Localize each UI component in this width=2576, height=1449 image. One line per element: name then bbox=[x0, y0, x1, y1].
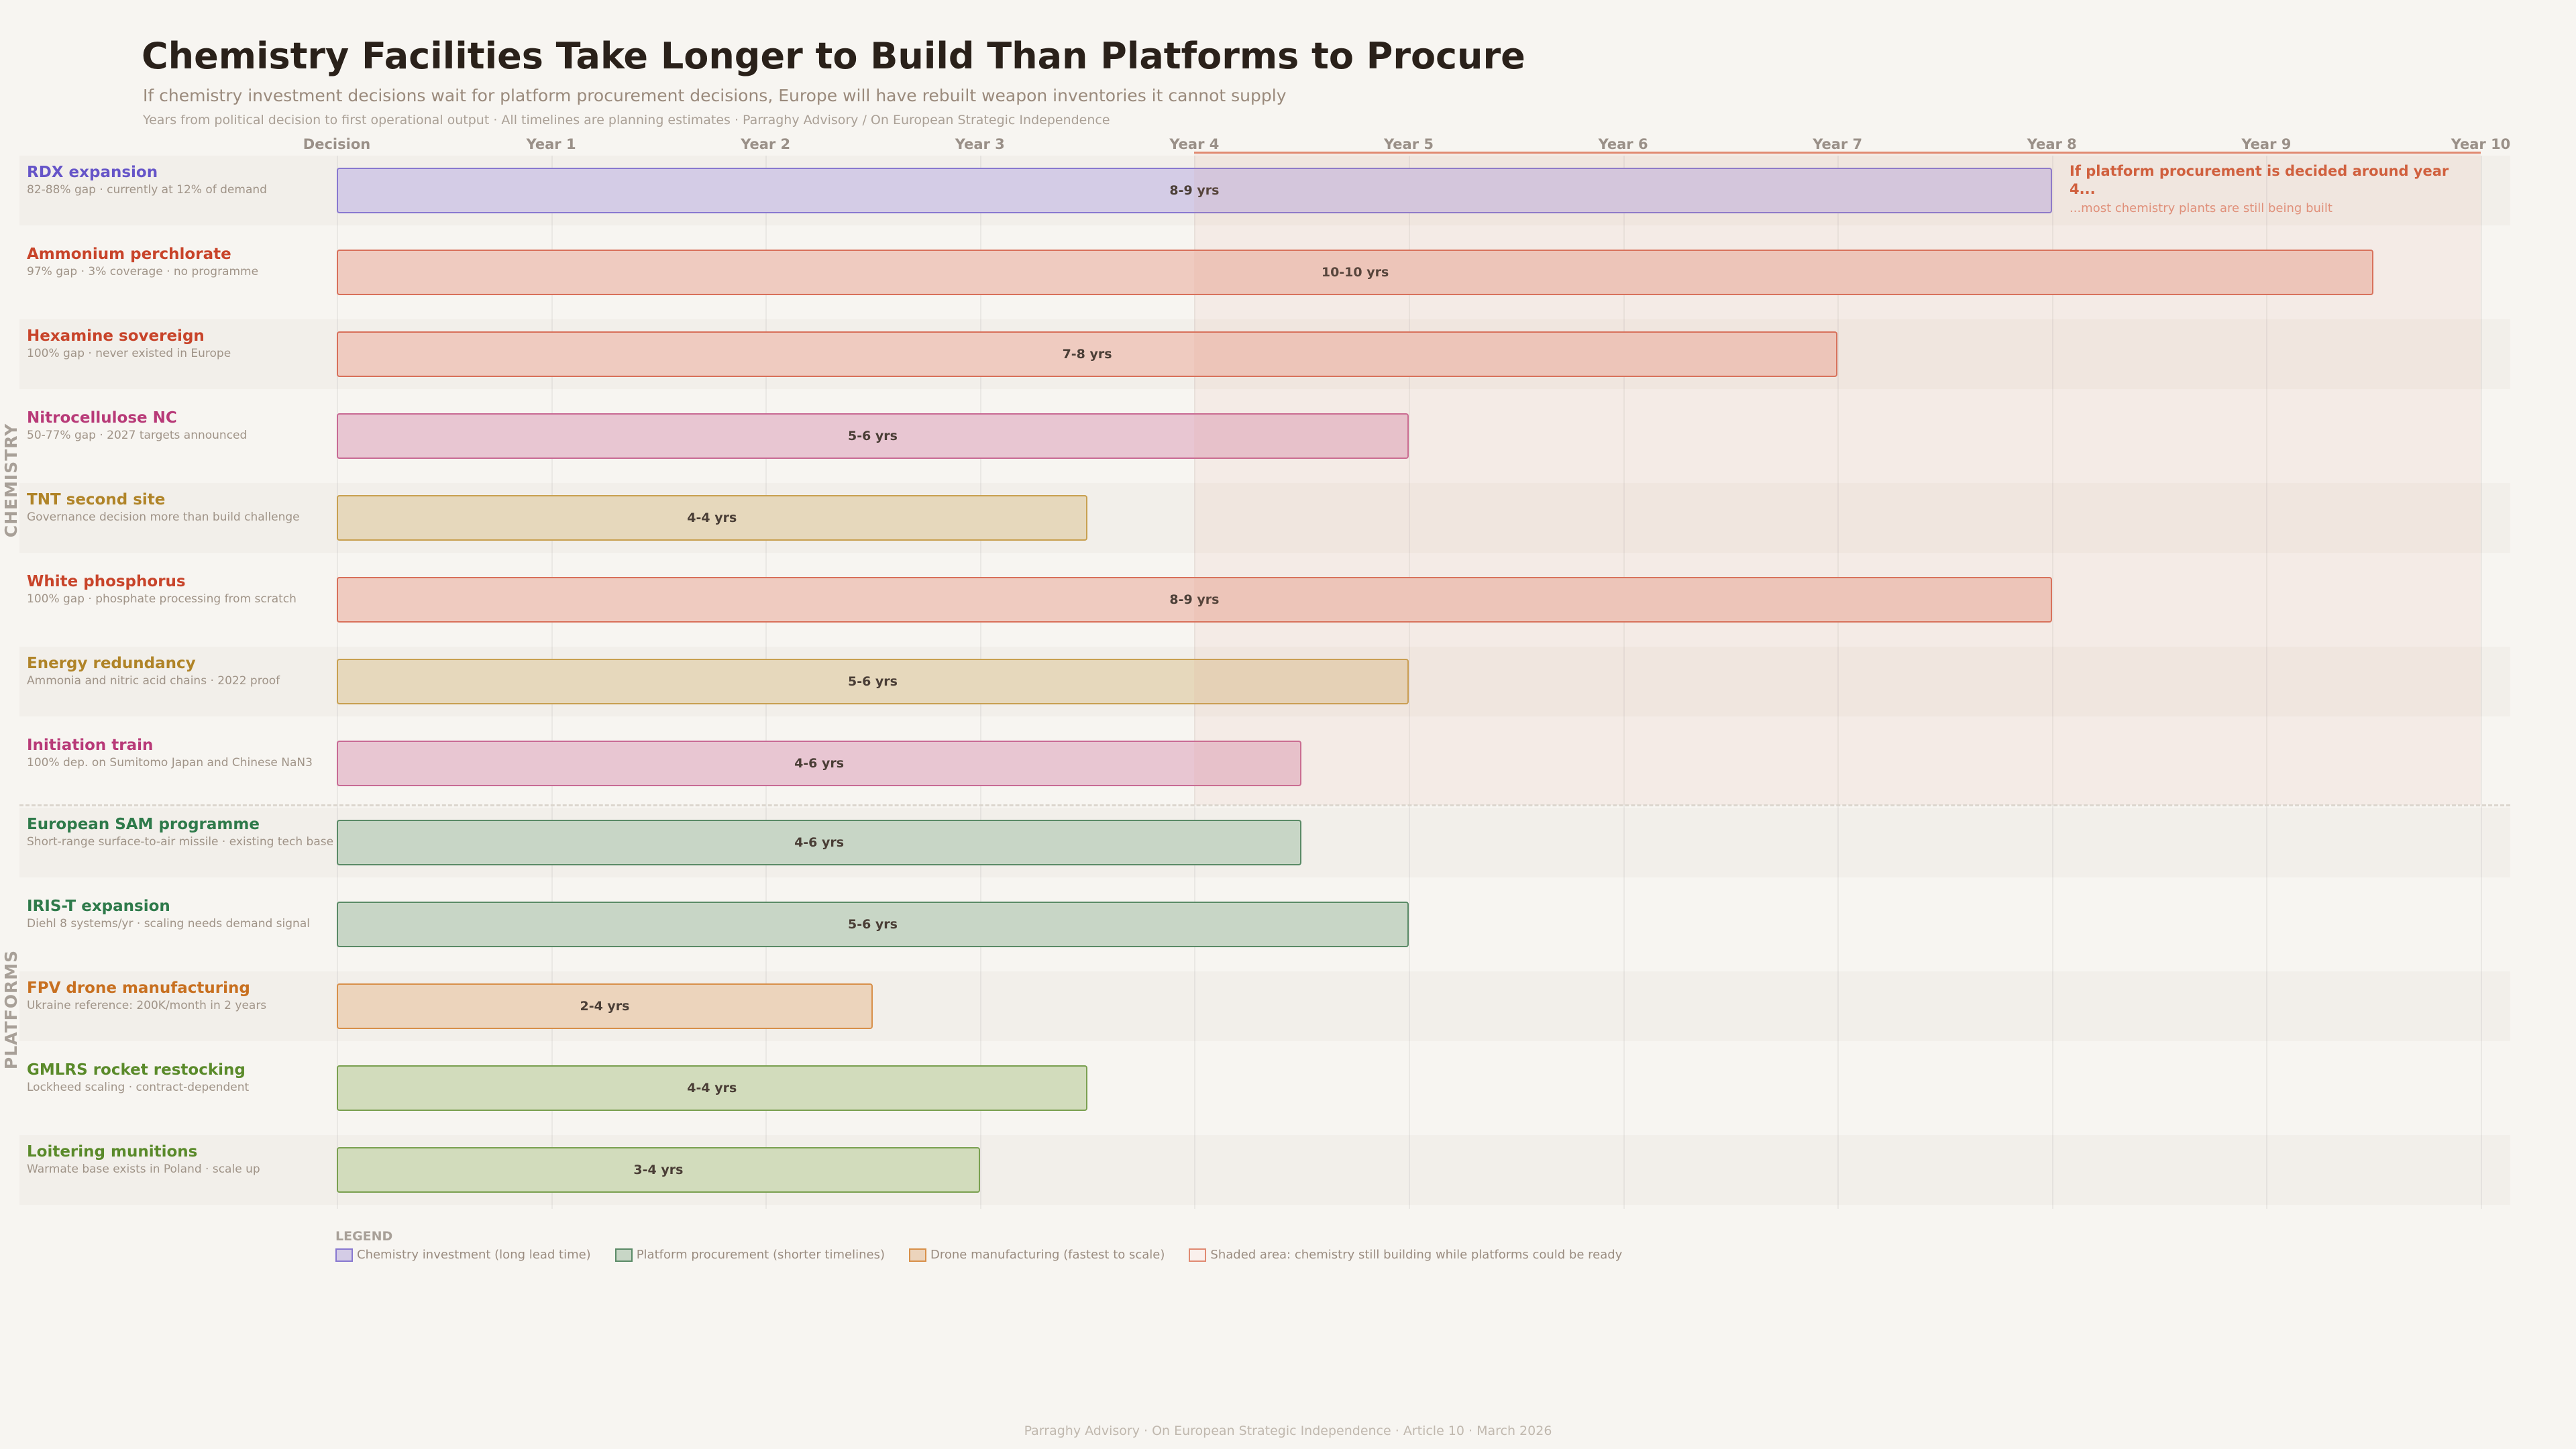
legend-swatch bbox=[909, 1248, 926, 1262]
shaded-region-marker bbox=[1194, 152, 2481, 154]
legend-item: Drone manufacturing (fastest to scale) bbox=[909, 1248, 1165, 1262]
row-name: RDX expansion bbox=[27, 164, 158, 181]
gridline bbox=[1409, 156, 1410, 1209]
timeline-bar: 3-4 yrs bbox=[337, 1147, 980, 1193]
annotation-line1: If platform procurement is decided aroun… bbox=[2070, 163, 2449, 197]
bar-duration-label: 8-9 yrs bbox=[1169, 592, 1220, 607]
timeline-bar: 5-6 yrs bbox=[337, 659, 1409, 704]
row-subtitle: 50-77% gap · 2027 targets announced bbox=[27, 429, 248, 442]
x-tick-label: Year 2 bbox=[741, 136, 791, 152]
x-tick-label: Year 5 bbox=[1384, 136, 1434, 152]
shaded-region bbox=[1194, 153, 2481, 805]
gridline bbox=[2266, 156, 2268, 1209]
timeline-bar: 8-9 yrs bbox=[337, 577, 2052, 623]
x-tick-label: Year 3 bbox=[955, 136, 1005, 152]
row-subtitle: Diehl 8 systems/yr · scaling needs deman… bbox=[27, 917, 310, 930]
x-tick-label: Year 8 bbox=[2027, 136, 2077, 152]
row-name: Hexamine sovereign bbox=[27, 327, 205, 345]
bar-duration-label: 4-6 yrs bbox=[794, 835, 845, 850]
row-name: Initiation train bbox=[27, 737, 154, 754]
bar-duration-label: 5-6 yrs bbox=[847, 674, 898, 689]
row-subtitle: 100% gap · phosphate processing from scr… bbox=[27, 592, 297, 606]
row-subtitle: 97% gap · 3% coverage · no programme bbox=[27, 265, 259, 278]
bar-duration-label: 4-4 yrs bbox=[687, 1081, 737, 1095]
legend-swatch bbox=[1189, 1248, 1207, 1262]
row-name: GMLRS rocket restocking bbox=[27, 1061, 246, 1079]
bar-duration-label: 7-8 yrs bbox=[1062, 347, 1112, 362]
x-tick-label: Year 7 bbox=[1813, 136, 1863, 152]
row-subtitle: 100% dep. on Sumitomo Japan and Chinese … bbox=[27, 756, 313, 769]
legend-swatch bbox=[335, 1248, 353, 1262]
timeline-bar: 4-6 yrs bbox=[337, 820, 1302, 865]
row-subtitle: Short-range surface-to-air missile · exi… bbox=[27, 835, 334, 849]
row-name: European SAM programme bbox=[27, 816, 260, 833]
bar-duration-label: 8-9 yrs bbox=[1169, 183, 1220, 198]
timeline-bar: 5-6 yrs bbox=[337, 902, 1409, 947]
row-name: White phosphorus bbox=[27, 573, 186, 590]
legend-label: Drone manufacturing (fastest to scale) bbox=[930, 1248, 1165, 1262]
x-tick-label: Year 10 bbox=[2451, 136, 2511, 152]
timeline-bar: 4-4 yrs bbox=[337, 495, 1087, 541]
timeline-bar: 4-4 yrs bbox=[337, 1065, 1087, 1111]
x-tick-label: Decision bbox=[303, 136, 371, 152]
legend-item: Platform procurement (shorter timelines) bbox=[614, 1248, 885, 1262]
x-tick-label: Year 4 bbox=[1169, 136, 1220, 152]
gridline bbox=[2481, 156, 2482, 1209]
bar-duration-label: 5-6 yrs bbox=[847, 917, 898, 932]
bar-duration-label: 5-6 yrs bbox=[847, 429, 898, 443]
legend-label: Platform procurement (shorter timelines) bbox=[636, 1248, 885, 1262]
legend-swatch bbox=[614, 1248, 633, 1262]
row-name: TNT second site bbox=[27, 491, 166, 508]
bar-duration-label: 4-4 yrs bbox=[687, 511, 737, 525]
gridline bbox=[1623, 156, 1625, 1209]
gridline bbox=[1837, 156, 1839, 1209]
row-subtitle: Lockheed scaling · contract-dependent bbox=[27, 1081, 250, 1094]
section-divider bbox=[19, 804, 2510, 806]
chart-subtitle: If chemistry investment decisions wait f… bbox=[143, 86, 1287, 105]
legend-item: Chemistry investment (long lead time) bbox=[335, 1248, 591, 1262]
row-name: FPV drone manufacturing bbox=[27, 979, 250, 997]
row-subtitle: Governance decision more than build chal… bbox=[27, 511, 300, 524]
legend-title: LEGEND bbox=[335, 1229, 393, 1244]
x-tick-label: Year 6 bbox=[1598, 136, 1648, 152]
row-name: Ammonium perchlorate bbox=[27, 246, 231, 263]
bar-duration-label: 10-10 yrs bbox=[1321, 265, 1389, 280]
row-name: IRIS-T expansion bbox=[27, 898, 170, 915]
bar-duration-label: 2-4 yrs bbox=[580, 999, 630, 1014]
row-subtitle: Warmate base exists in Poland · scale up bbox=[27, 1163, 260, 1176]
timeline-bar: 5-6 yrs bbox=[337, 413, 1409, 459]
bar-duration-label: 4-6 yrs bbox=[794, 756, 845, 771]
row-subtitle: 100% gap · never existed in Europe bbox=[27, 347, 231, 360]
timeline-bar: 8-9 yrs bbox=[337, 168, 2052, 213]
row-subtitle: Ammonia and nitric acid chains · 2022 pr… bbox=[27, 674, 280, 688]
row-subtitle: 82-88% gap · currently at 12% of demand bbox=[27, 183, 267, 197]
row-name: Energy redundancy bbox=[27, 655, 196, 672]
gridline bbox=[2051, 156, 2053, 1209]
annotation-line2: ...most chemistry plants are still being… bbox=[2070, 201, 2332, 215]
row-name: Nitrocellulose NC bbox=[27, 409, 177, 427]
chart-title: Chemistry Facilities Take Longer to Buil… bbox=[142, 35, 1525, 77]
row-name: Loitering munitions bbox=[27, 1143, 198, 1161]
timeline-bar: 10-10 yrs bbox=[337, 250, 2374, 295]
timeline-bar: 2-4 yrs bbox=[337, 983, 873, 1029]
section-label-platforms: PLATFORMS bbox=[1, 949, 21, 1070]
x-tick-label: Year 9 bbox=[2241, 136, 2292, 152]
legend-item: Shaded area: chemistry still building wh… bbox=[1189, 1248, 1622, 1262]
timeline-bar: 4-6 yrs bbox=[337, 741, 1302, 786]
legend-label: Shaded area: chemistry still building wh… bbox=[1210, 1248, 1623, 1262]
chart-meta: Years from political decision to first o… bbox=[143, 113, 1110, 127]
timeline-bar: 7-8 yrs bbox=[337, 331, 1838, 377]
legend: Chemistry investment (long lead time) Pla… bbox=[335, 1248, 1622, 1262]
row-subtitle: Ukraine reference: 200K/month in 2 years bbox=[27, 999, 267, 1012]
section-label-chemistry: CHEMISTRY bbox=[1, 423, 21, 538]
bar-duration-label: 3-4 yrs bbox=[633, 1163, 684, 1177]
legend-label: Chemistry investment (long lead time) bbox=[357, 1248, 591, 1262]
footer: Parraghy Advisory · On European Strategi… bbox=[1024, 1424, 1552, 1438]
x-tick-label: Year 1 bbox=[526, 136, 576, 152]
